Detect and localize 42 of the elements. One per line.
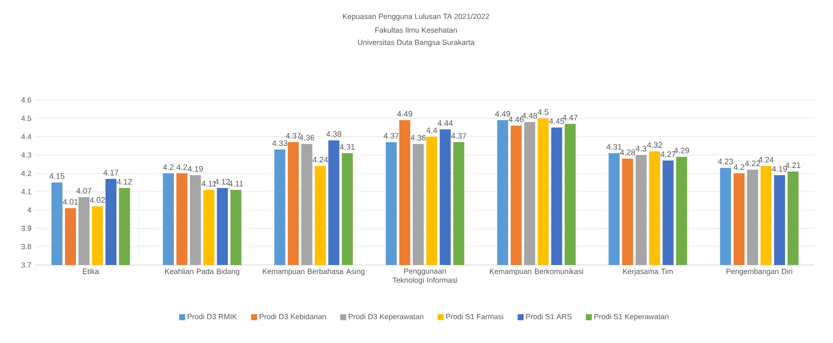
data-label: 4.31 [340, 144, 355, 150]
data-label: 4.23 [718, 158, 733, 164]
data-label: 4.27 [660, 151, 676, 157]
data-label: 4.22 [744, 160, 760, 166]
data-label: 4.19 [188, 166, 203, 172]
data-label: 4.49 [495, 110, 510, 117]
data-label: 4.19 [772, 166, 787, 172]
data-label: 4.46 [508, 116, 524, 122]
data-label: 4.37 [451, 132, 466, 139]
data-label: 4.48 [522, 112, 538, 118]
data-label: 4.17 [103, 170, 118, 176]
data-label: 4.24 [312, 156, 328, 162]
data-label: 4.11 [228, 180, 243, 186]
data-label: 4.28 [620, 149, 636, 156]
data-label: 4.01 [62, 198, 78, 205]
data-label: 4.12 [116, 178, 132, 184]
data-label: 4.38 [326, 131, 342, 137]
data-label: 4.12 [214, 178, 230, 184]
data-label: 4.44 [438, 120, 453, 126]
data-label: 4.49 [397, 110, 412, 117]
data-label: 4.37 [286, 132, 301, 139]
data-label: 4.36 [410, 134, 426, 140]
data-label: 4.31 [606, 144, 622, 150]
data-label: 4.45 [549, 118, 564, 124]
data-label: 4.47 [562, 114, 578, 120]
data-label: 4.29 [674, 148, 690, 154]
data-label: 4.5 [538, 109, 548, 115]
data-label: 4.37 [384, 132, 399, 139]
data-label: 4.24 [758, 156, 774, 162]
data-label: 4.07 [76, 188, 92, 194]
data-label: 4.33 [272, 140, 288, 146]
data-label: 4.2 [163, 164, 174, 170]
data-label: 4.4 [426, 128, 438, 134]
data-label: 4.2 [734, 164, 744, 170]
data-label: 4.36 [299, 134, 314, 140]
data-label: 4.02 [90, 197, 105, 203]
data-label: 4.11 [202, 180, 216, 186]
data-label: 4.21 [785, 162, 800, 168]
data-label: 4.32 [647, 142, 662, 148]
data-label: 4.2 [176, 164, 188, 170]
data-label: 4.3 [636, 146, 646, 152]
data-label: 4.15 [49, 173, 64, 179]
